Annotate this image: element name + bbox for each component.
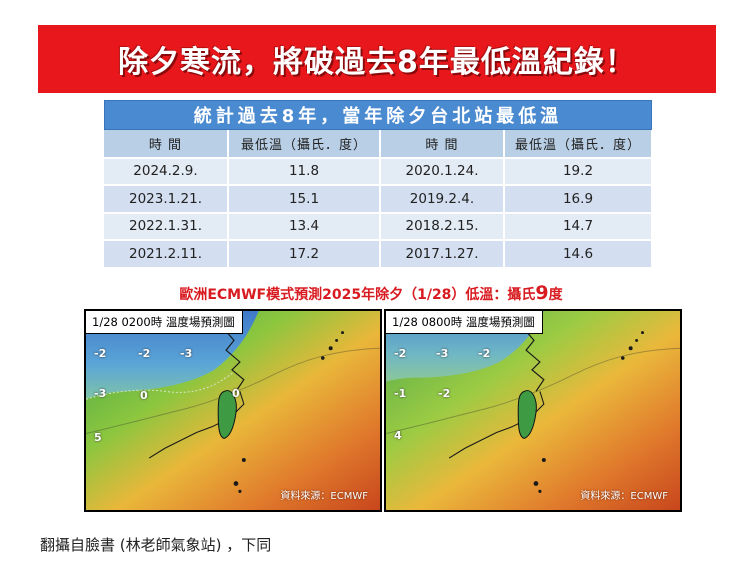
table-cell: 2018.2.15.	[380, 212, 505, 241]
isotherm-label: 5	[94, 431, 102, 444]
records-table: 時 間 最低溫（攝氏．度） 時 間 最低溫（攝氏．度） 2024.2.9. 11…	[104, 130, 653, 269]
isotherm-label: -2	[478, 347, 491, 360]
header-min-temp: 最低溫（攝氏．度）	[228, 130, 381, 159]
table-header-row: 時 間 最低溫（攝氏．度） 時 間 最低溫（攝氏．度）	[104, 130, 653, 159]
header-date: 時 間	[380, 130, 505, 159]
table-cell: 17.2	[228, 240, 381, 269]
isotherm-label: -3	[94, 387, 107, 400]
isotherm-label: -1	[394, 387, 407, 400]
records-table-container: 統計過去8年，當年除夕台北站最低溫 時 間 最低溫（攝氏．度） 時 間 最低溫（…	[104, 100, 653, 269]
table-cell: 2020.1.24.	[380, 157, 505, 186]
table-cell: 11.8	[228, 157, 381, 186]
table-row: 2023.1.21. 15.1 2019.2.4. 16.9	[104, 185, 653, 214]
headline-banner: 除夕寒流，將破過去8年最低溫紀錄！	[38, 25, 716, 93]
table-row: 2022.1.31. 13.4 2018.2.15. 14.7	[104, 212, 653, 241]
forecast-caption: 歐洲ECMWF模式預測2025年除夕（1/28）低溫：攝氏9度	[0, 282, 742, 304]
table-cell: 2017.1.27.	[380, 240, 505, 269]
isotherm-label: 0	[232, 387, 240, 400]
table-cell: 19.2	[504, 157, 653, 186]
isotherm-label: -3	[180, 347, 193, 360]
header-min-temp: 最低溫（攝氏．度）	[504, 130, 653, 159]
table-cell: 15.1	[228, 185, 381, 214]
table-cell: 2023.1.21.	[104, 185, 229, 214]
table-cell: 16.9	[504, 185, 653, 214]
isotherm-label: -3	[436, 347, 449, 360]
table-cell: 2019.2.4.	[380, 185, 505, 214]
temperature-map-0800: 1/28 0800時 溫度場預測圖 -2 -3 -2 -1 -2 4 資料來源：…	[384, 309, 682, 512]
image-source-note: 翻攝自臉書 (林老師氣象站) ，下同	[40, 536, 272, 554]
map-source-credit: 資料來源：ECMWF	[280, 491, 368, 502]
isotherm-label: 0	[140, 389, 148, 402]
forecast-value: 9	[535, 282, 549, 304]
table-cell: 13.4	[228, 212, 381, 241]
table-caption: 統計過去8年，當年除夕台北站最低溫	[104, 100, 652, 130]
table-cell: 2021.2.11.	[104, 240, 229, 269]
isotherm-label: -2	[138, 347, 151, 360]
map-source-credit: 資料來源：ECMWF	[580, 491, 668, 502]
temperature-field-image	[386, 311, 680, 510]
table-cell: 2024.2.9.	[104, 157, 229, 186]
headline-title: 除夕寒流，將破過去8年最低溫紀錄！	[118, 45, 636, 80]
isotherm-label: -2	[438, 387, 451, 400]
isotherm-label: -2	[394, 347, 407, 360]
temperature-field-image	[86, 311, 380, 510]
forecast-text-prefix: 歐洲ECMWF模式預測2025年除夕（1/28）低溫：攝氏	[179, 287, 536, 303]
isotherm-label: -2	[94, 347, 107, 360]
table-row: 2024.2.9. 11.8 2020.1.24. 19.2	[104, 157, 653, 186]
table-cell: 2022.1.31.	[104, 212, 229, 241]
table-cell: 14.7	[504, 212, 653, 241]
header-date: 時 間	[104, 130, 229, 159]
isotherm-label: 4	[394, 429, 402, 442]
map-timestamp-label: 1/28 0200時 溫度場預測圖	[86, 311, 243, 334]
table-row: 2021.2.11. 17.2 2017.1.27. 14.6	[104, 240, 653, 269]
forecast-text-suffix: 度	[548, 287, 563, 303]
temperature-map-0200: 1/28 0200時 溫度場預測圖 -2 -2 -3 -3 0 0 5 資料來源…	[84, 309, 382, 512]
table-cell: 14.6	[504, 240, 653, 269]
map-timestamp-label: 1/28 0800時 溫度場預測圖	[386, 311, 543, 334]
